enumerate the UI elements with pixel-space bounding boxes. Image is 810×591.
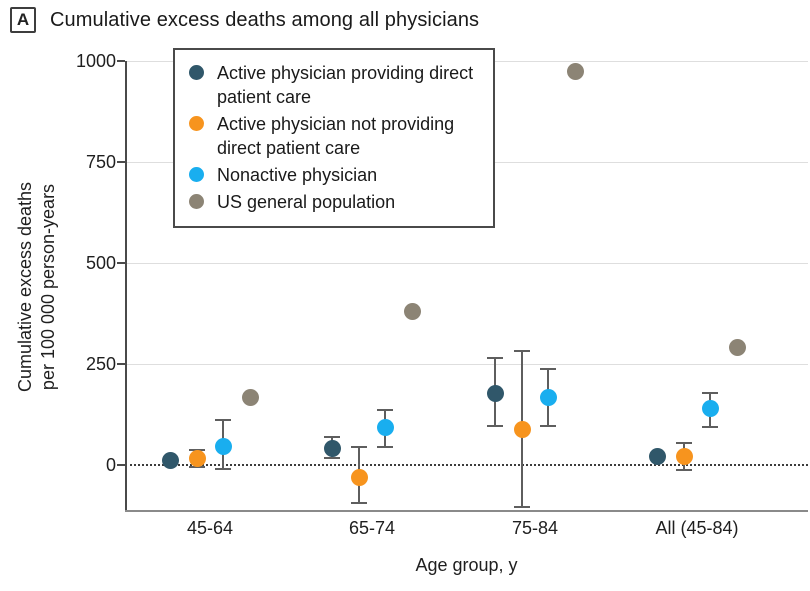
data-point [188,449,206,467]
zero-baseline [125,464,808,466]
data-point [648,447,666,465]
gridline-y250 [125,364,808,365]
legend-swatch-icon [189,65,204,80]
x-tick-label: All (45-84) [655,518,739,538]
data-point [403,302,421,320]
error-bar-cap-top [487,356,503,359]
error-bar-cap-bottom [540,424,556,427]
x-tick-label: 75-84 [511,518,559,538]
y-axis-title-line2: per 100 000 person-years [38,183,58,391]
data-point [376,418,394,436]
legend-item: Active physician not providing direct pa… [189,112,483,160]
error-bar-cap-bottom [324,457,340,460]
legend-label: Active physician providing direct patien… [217,63,474,107]
x-axis-title: Age group, y [415,555,518,575]
y-tick-label: 0 [105,455,116,475]
error-bar-cap-bottom [676,468,692,471]
y-axis-line [125,61,127,510]
error-bar-cap-top [514,350,530,353]
legend-label: Nonactive physician [217,165,378,185]
x-axis-line [125,510,808,512]
error-bar-cap-bottom [514,506,530,509]
error-bar-cap-bottom [377,445,393,448]
error-bar-cap-bottom [215,468,231,471]
figure-title: Cumulative excess deaths among all physi… [50,8,480,31]
data-point [486,384,504,402]
error-bar-cap-top [540,367,556,370]
data-point [701,400,719,418]
data-point [323,439,341,457]
y-axis-tick [117,161,125,163]
y-axis-tick [117,363,125,365]
data-point [675,448,693,466]
data-point [214,437,232,455]
y-tick-label: 1000 [75,51,116,71]
legend-item: Nonactive physician [189,163,483,187]
error-bar-cap-bottom [702,426,718,429]
error-bar-cap-top [324,436,340,439]
error-bar-cap-top [702,392,718,395]
legend-swatch-icon [189,194,204,209]
error-bar-cap-bottom [189,466,205,469]
y-tick-label: 500 [85,253,116,273]
y-tick-label: 750 [85,152,116,172]
y-axis-tick [117,262,125,264]
data-point [728,339,746,357]
error-bar-cap-bottom [487,424,503,427]
y-tick-label: 250 [85,354,116,374]
data-point [161,452,179,470]
legend-swatch-icon [189,116,204,131]
error-bar-cap-top [215,418,231,421]
legend: Active physician providing direct patien… [173,48,495,228]
data-point [539,389,557,407]
legend-label: Active physician not providing direct pa… [217,114,455,158]
data-point [566,62,584,80]
x-tick-label: 65-74 [348,518,396,538]
figure-header: A Cumulative excess deaths among all phy… [10,7,479,33]
legend-item: US general population [189,190,483,214]
legend-swatch-icon [189,167,204,182]
error-bar-cap-top [676,442,692,445]
panel-label-badge: A [10,7,36,33]
error-bar-cap-bottom [351,501,367,504]
y-axis-tick [117,60,125,62]
gridline-y500 [125,263,808,264]
error-bar-cap-top [377,409,393,412]
y-axis-tick [117,464,125,466]
data-point [513,420,531,438]
y-axis-title-line1: Cumulative excess deaths [15,181,35,393]
y-axis-title: Cumulative excess deaths per 100 000 per… [14,182,60,392]
error-bar-cap-top [351,446,367,449]
data-point [350,468,368,486]
legend-item: Active physician providing direct patien… [189,61,483,109]
legend-label: US general population [217,192,396,212]
data-point [241,388,259,406]
x-tick-label: 45-64 [186,518,234,538]
